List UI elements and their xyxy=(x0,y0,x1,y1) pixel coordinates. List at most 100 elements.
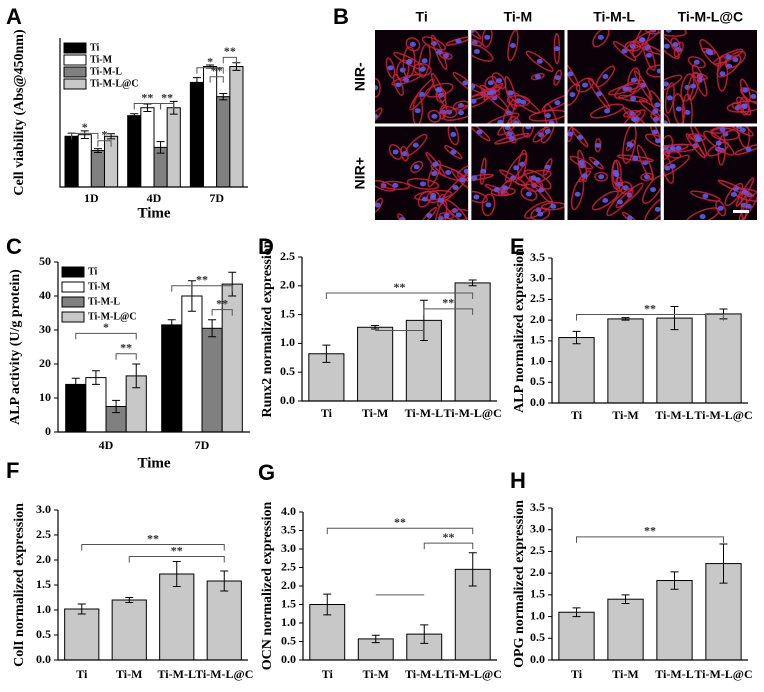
significance-label: ** xyxy=(394,280,406,294)
bar xyxy=(357,326,394,402)
axes xyxy=(57,510,248,661)
error-bar xyxy=(323,593,332,616)
cytoskeleton xyxy=(506,94,531,107)
y-tick-label: 0.5 xyxy=(281,633,296,647)
y-tick-label: 2.5 xyxy=(281,559,296,573)
cytoskeleton xyxy=(388,144,403,160)
panel-letter: D xyxy=(258,234,274,259)
cytoskeleton xyxy=(739,96,750,116)
cytoskeleton xyxy=(452,100,469,111)
nucleus xyxy=(654,206,661,212)
significance-bracket xyxy=(97,140,112,147)
nucleus xyxy=(375,85,379,91)
significance-label: ** xyxy=(644,301,656,315)
cytoskeleton xyxy=(442,104,469,121)
cytoskeleton xyxy=(452,71,469,94)
nucleus xyxy=(455,212,462,218)
significance-bracket xyxy=(325,292,474,299)
cytoskeleton xyxy=(690,190,721,202)
nucleus xyxy=(459,177,466,183)
nucleus xyxy=(696,77,703,83)
error-bar xyxy=(322,344,331,363)
cytoskeleton xyxy=(502,126,517,144)
y-tick-label: 40 xyxy=(39,288,51,302)
y-axis-label: Cell viability (Abs@450nm) xyxy=(12,29,27,196)
panel-letter: F xyxy=(6,458,19,483)
cytoskeleton xyxy=(497,126,518,136)
nucleus xyxy=(666,95,673,101)
significance-bracket xyxy=(128,556,225,563)
nucleus xyxy=(513,165,520,171)
axes xyxy=(302,512,497,661)
error-bar xyxy=(132,363,141,389)
error-bar xyxy=(621,317,630,321)
nucleus xyxy=(471,84,476,90)
error-bar xyxy=(719,543,728,584)
nucleus xyxy=(669,163,676,169)
y-tick-label: 2.0 xyxy=(281,578,296,592)
nucleus xyxy=(655,138,661,144)
cytoskeleton xyxy=(594,171,609,182)
error-bar xyxy=(419,299,428,342)
nucleus xyxy=(403,77,410,83)
x-tick-label: Ti-M-L@C xyxy=(694,667,752,681)
nucleus xyxy=(463,168,469,174)
cytoskeleton xyxy=(375,197,383,213)
nucleus xyxy=(622,86,629,92)
nucleus xyxy=(436,49,443,55)
y-tick-label: 0.5 xyxy=(280,364,295,378)
x-tick-label: Ti-M-L xyxy=(158,667,196,681)
x-tick-label: Ti-M-L xyxy=(405,406,443,420)
nucleus xyxy=(639,37,646,43)
legend-label: Ti xyxy=(88,266,97,277)
nucleus xyxy=(719,71,726,77)
cytoskeleton xyxy=(515,169,552,186)
cytoskeleton xyxy=(410,160,424,174)
nucleus xyxy=(702,193,709,199)
nucleus xyxy=(630,96,637,102)
nucleus xyxy=(604,108,611,114)
nucleus xyxy=(569,92,576,98)
nucleus xyxy=(476,129,483,135)
y-tick-label: 4.0 xyxy=(281,504,296,518)
x-tick-label: Ti-M xyxy=(612,667,638,681)
nucleus xyxy=(596,91,603,97)
nucleus xyxy=(413,164,420,170)
cytoskeleton xyxy=(615,182,644,209)
y-tick-label: 0 xyxy=(45,424,51,438)
cell-background xyxy=(471,30,565,124)
error-bar xyxy=(420,624,429,644)
y-axis-label: OCN normalized expression xyxy=(260,502,275,671)
significance-label: * xyxy=(82,120,88,134)
cytoskeleton xyxy=(687,71,700,101)
legend-swatch xyxy=(63,42,87,54)
y-tick-label: 0.0 xyxy=(36,652,51,666)
nucleus xyxy=(455,38,462,44)
y-axis-label: Runx2 normalized expression xyxy=(260,240,275,417)
cytoskeleton xyxy=(644,30,661,35)
significance-bracket xyxy=(222,56,237,64)
cytoskeleton xyxy=(627,67,641,93)
y-tick-label: 0.0 xyxy=(280,393,295,407)
y-axis-label: OPG normalized expression xyxy=(512,500,527,668)
y-tick-label: 2.5 xyxy=(530,291,545,305)
y-tick-label: 1.0 xyxy=(36,602,51,616)
nucleus xyxy=(626,215,633,220)
error-bar xyxy=(371,325,380,330)
nucleus xyxy=(656,68,661,74)
x-tick-label: Ti-M-L@C xyxy=(694,408,752,422)
column-label: Ti xyxy=(416,9,428,25)
error-bar xyxy=(468,552,477,587)
bar xyxy=(607,318,644,404)
cytoskeleton xyxy=(673,41,684,58)
cytoskeleton xyxy=(438,212,455,220)
y-axis-label: ALP activity (U/g protein) xyxy=(8,269,23,425)
bar xyxy=(607,598,644,661)
bar xyxy=(111,599,147,661)
legend-label: Ti-M xyxy=(90,54,113,65)
significance-bracket xyxy=(423,542,474,550)
nucleus xyxy=(462,80,469,86)
nucleus xyxy=(663,43,670,49)
nucleus xyxy=(602,73,609,79)
